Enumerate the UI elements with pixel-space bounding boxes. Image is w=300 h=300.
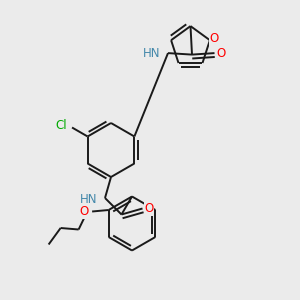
Text: O: O — [217, 46, 226, 60]
Text: Cl: Cl — [55, 118, 67, 132]
Text: HN: HN — [80, 193, 98, 206]
Text: HN: HN — [143, 46, 160, 60]
Text: O: O — [145, 202, 154, 215]
Text: O: O — [79, 205, 88, 218]
Text: O: O — [210, 32, 219, 45]
